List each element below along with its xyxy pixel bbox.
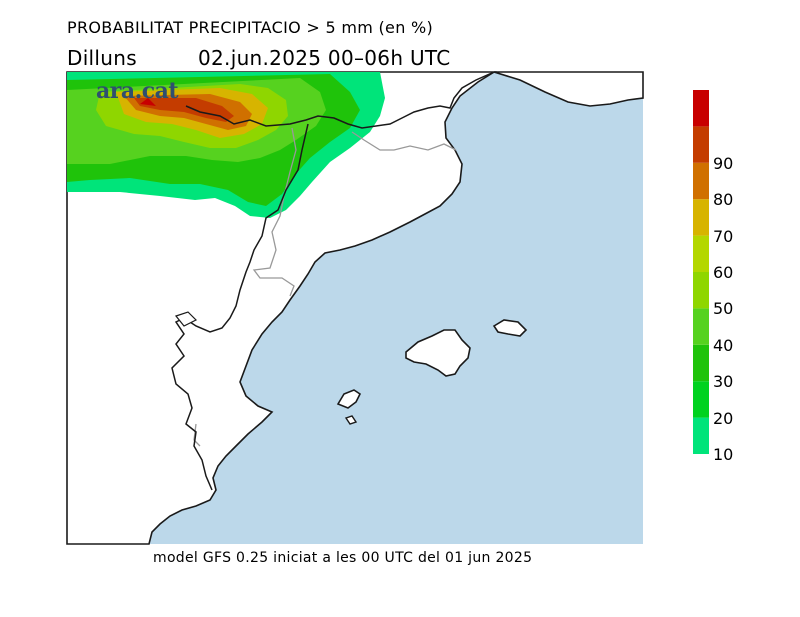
pyrenees-border [185,71,495,129]
colorbar-label: 10 [713,445,734,464]
colorbar-label: 70 [713,226,734,246]
french-coast [493,71,644,107]
precip-zone-90 [134,98,234,122]
formentera-island [344,415,358,425]
colorbar-label: 20 [713,408,734,428]
forecast-date-time: 02.jun.2025 00–06h UTC [198,46,451,70]
model-info-footer: model GFS 0.25 iniciat a les 00 UTC del … [153,550,533,566]
colorbar-segment-8 [693,126,709,163]
eivissa-island [336,389,362,409]
colorbar-segment-3 [693,308,709,345]
mallorca-island [405,329,471,377]
colorbar-label: 50 [713,299,734,319]
andorra-border [351,131,457,151]
ara-cat-logo[interactable]: ara.cat [96,78,179,104]
colorbar-label: 30 [713,372,734,392]
menorca-island [492,319,528,337]
colorbar-segment-7 [693,162,709,200]
map-title: PROBABILITAT PRECIPITACIO > 5 mm (en %) [67,18,434,37]
colorbar-segment-9 [693,90,709,127]
colorbar-segment-1 [693,381,709,418]
colorbar-segment-5 [693,235,709,272]
colorbar [693,90,709,454]
colorbar-label: 40 [713,335,734,355]
colorbar-segment-6 [693,199,709,236]
regional-border [252,127,297,297]
colorbar-label: 90 [713,153,734,173]
southern-border [193,423,201,447]
colorbar-label: 60 [713,263,734,282]
inland-lake [174,311,198,327]
inner-border [171,123,309,491]
colorbar-label: 80 [713,190,734,210]
colorbar-segment-0 [693,417,709,454]
forecast-day: Dilluns [67,46,137,70]
colorbar-segment-4 [693,272,709,309]
colorbar-segment-2 [693,344,709,382]
precip-zone-max [140,98,156,106]
